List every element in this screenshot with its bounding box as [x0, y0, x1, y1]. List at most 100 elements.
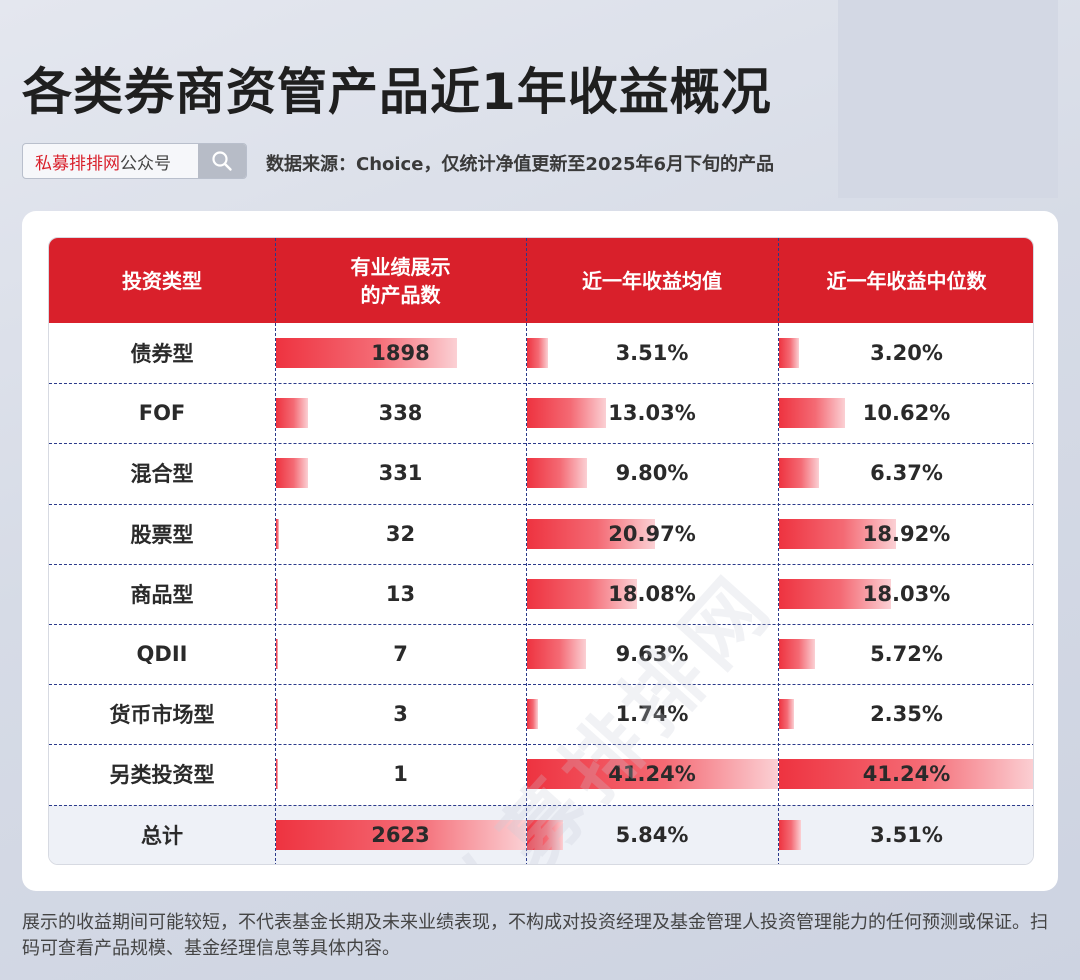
bar-median [779, 518, 897, 549]
cell-count: 331 [275, 443, 526, 503]
bar-count [276, 759, 278, 790]
cell-text-count: 13 [385, 581, 416, 606]
column-divider [526, 238, 527, 864]
cell-mean: 41.24% [526, 744, 778, 804]
cell-text-type: 另类投资型 [109, 763, 215, 788]
bar-count [276, 639, 278, 669]
row-divider [49, 383, 1033, 385]
cell-median: 41.24% [778, 744, 1033, 804]
cell-median: 2.35% [778, 684, 1033, 744]
bar-median [779, 819, 801, 850]
cell-text-mean: 5.84% [615, 822, 689, 847]
cell-median: 3.20% [778, 323, 1033, 383]
row-divider [49, 684, 1033, 686]
cell-text-mean: 9.80% [615, 461, 689, 486]
cell-text-median: 18.03% [862, 581, 951, 606]
bar-median [779, 398, 845, 429]
cell-text-median: 41.24% [862, 762, 951, 787]
cell-median: 5.72% [778, 624, 1033, 684]
column-divider [275, 238, 276, 864]
bar-median [779, 759, 1033, 790]
cell-type: 总计 [49, 805, 275, 864]
header-type: 投资类型 [122, 268, 202, 293]
cell-type: 另类投资型 [49, 744, 275, 804]
row-divider [49, 624, 1033, 625]
header-mean: 近一年收益均值 [582, 268, 722, 293]
bar-median [779, 699, 794, 730]
bar-mean [527, 819, 563, 850]
cell-median: 6.37% [778, 443, 1033, 503]
bar-count [276, 458, 308, 489]
bar-count [276, 699, 278, 730]
cell-type: 混合型 [49, 443, 275, 503]
row-divider [49, 443, 1033, 445]
cell-text-type: 股票型 [130, 522, 194, 547]
cell-text-count: 2623 [371, 822, 430, 847]
cell-text-median: 2.35% [870, 702, 943, 727]
bar-count [276, 578, 278, 609]
cell-count: 3 [275, 684, 526, 744]
cell-text-mean: 1.74% [615, 702, 689, 727]
bar-median [779, 338, 799, 368]
search-box[interactable]: 私募排排网公众号 [22, 143, 247, 179]
cell-text-median: 6.37% [870, 461, 943, 486]
bar-count [276, 819, 526, 850]
bar-median [779, 639, 815, 669]
bar-count [276, 398, 309, 429]
search-icon [212, 151, 232, 171]
cell-mean: 9.80% [526, 443, 778, 503]
cell-text-count: 7 [393, 642, 408, 666]
data-source-note: 数据来源：Choice，仅统计净值更新至2025年6月下旬的产品 [266, 154, 775, 175]
bar-count [276, 338, 457, 368]
cell-text-type: 货币市场型 [109, 703, 215, 728]
bar-median [779, 458, 819, 489]
cell-text-mean: 41.24% [608, 762, 696, 787]
cell-count: 32 [275, 504, 526, 564]
disclaimer: 展示的收益期间可能较短，不代表基金长期及未来业绩表现，不构成对投资经理及基金管理… [22, 912, 1048, 959]
bar-count [276, 518, 280, 549]
bar-mean [527, 759, 778, 790]
cell-type: 货币市场型 [49, 684, 275, 744]
bar-mean [527, 639, 586, 669]
bar-mean [527, 699, 538, 730]
cell-text-count: 338 [378, 401, 423, 426]
search-suffix: 公众号 [120, 153, 171, 174]
cell-mean: 20.97% [526, 504, 778, 564]
brand-name: 私募排排网 [35, 153, 120, 174]
bar-mean [527, 458, 587, 489]
cell-text-count: 1 [393, 762, 408, 787]
background-panel [838, 0, 1058, 198]
bar-mean [527, 518, 655, 549]
search-button[interactable] [198, 144, 246, 178]
cell-text-mean: 9.63% [615, 642, 689, 666]
cell-type: 商品型 [49, 564, 275, 624]
cell-mean: 9.63% [526, 624, 778, 684]
row-divider [49, 744, 1033, 746]
cell-mean: 13.03% [526, 383, 778, 443]
cell-median: 18.03% [778, 564, 1033, 624]
cell-text-count: 32 [385, 521, 416, 546]
cell-median: 10.62% [778, 383, 1033, 443]
header-median: 近一年收益中位数 [826, 268, 987, 293]
search-label: 私募排排网公众号 [23, 149, 198, 174]
header-count: 有业绩展示 的产品数 [350, 254, 451, 307]
cell-text-count: 331 [378, 461, 423, 486]
cell-text-type: QDII [136, 642, 188, 666]
bar-median [779, 578, 891, 609]
cell-text-type: 混合型 [130, 462, 194, 487]
cell-type: QDII [49, 624, 275, 684]
cell-text-count: 3 [393, 702, 408, 727]
cell-count: 1 [275, 744, 526, 804]
cell-text-median: 3.20% [870, 341, 943, 365]
cell-type: FOF [49, 383, 275, 443]
cell-mean: 1.74% [526, 684, 778, 744]
cell-text-median: 18.92% [862, 521, 951, 546]
cell-text-type: 债券型 [130, 342, 194, 366]
cell-mean: 3.51% [526, 323, 778, 383]
cell-count: 7 [275, 624, 526, 684]
bar-mean [527, 338, 549, 368]
cell-count: 2623 [275, 805, 526, 864]
cell-median: 18.92% [778, 504, 1033, 564]
row-divider [49, 563, 1033, 565]
cell-text-mean: 13.03% [608, 401, 696, 426]
